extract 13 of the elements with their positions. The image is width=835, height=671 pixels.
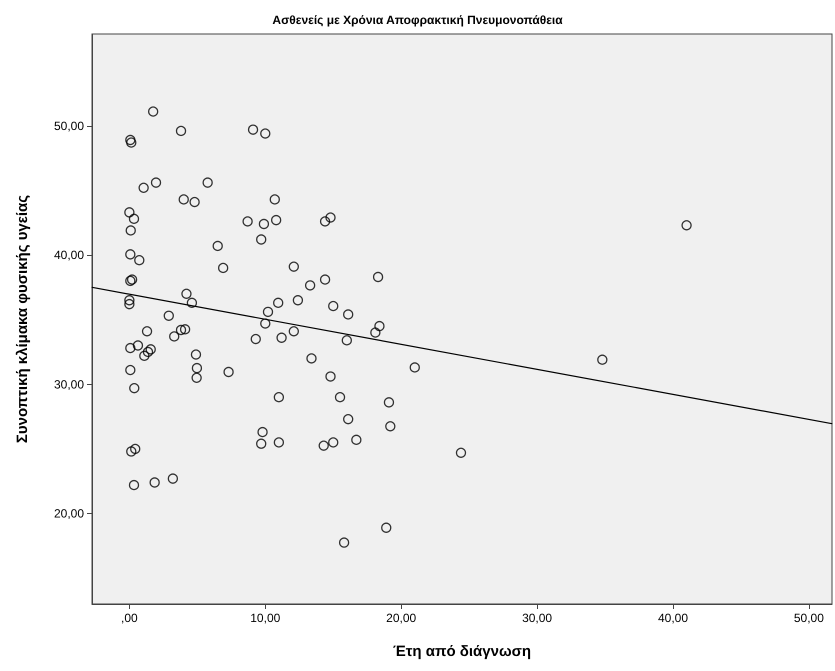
x-tick-label: 40,00: [658, 611, 688, 625]
x-tick-label: 30,00: [522, 611, 552, 625]
y-tick-label: 20,00: [54, 506, 84, 521]
y-axis-title: Συνοπτική κλίμακα φυσικής υγείας: [14, 194, 31, 444]
x-axis-title: Έτη από διάγνωση: [392, 643, 532, 660]
y-tick-label: 50,00: [54, 118, 84, 133]
x-tick-label: ,00: [121, 611, 138, 625]
x-tick-label: 50,00: [794, 611, 824, 625]
x-tick-label: 10,00: [250, 611, 281, 625]
y-tick-label: 30,00: [54, 377, 84, 392]
chart-title: Ασθενείς με Χρόνια Αποφρακτική Πνευμονοπάθεια: [272, 13, 564, 27]
x-tick-label: 20,00: [386, 611, 417, 625]
y-tick-label: 40,00: [54, 248, 84, 262]
